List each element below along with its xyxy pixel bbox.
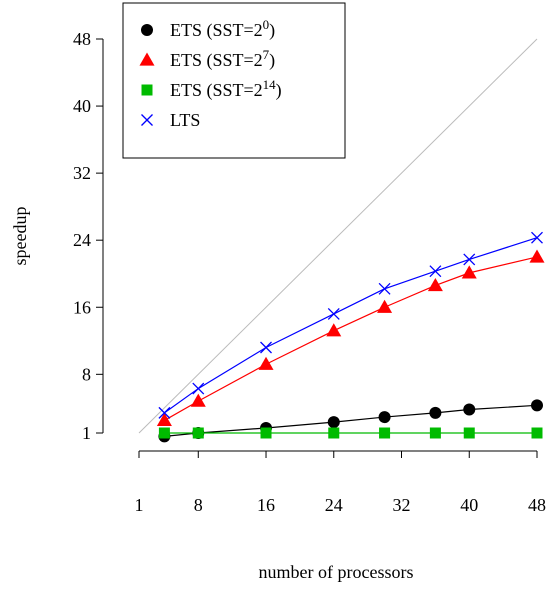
series-1-point-6 — [461, 265, 477, 279]
legend-label-2: ETS (SST=214) — [170, 77, 282, 101]
ideal-speedup-line — [138, 38, 538, 434]
x-tick-label-8: 8 — [194, 495, 203, 515]
y-tick-label-1: 1 — [82, 423, 91, 443]
legend: ETS (SST=20) ETS (SST=27) ETS (SST=214) LTS — [122, 2, 346, 159]
series-line-3 — [164, 237, 538, 414]
x-tick-label-16: 16 — [257, 495, 275, 515]
series-2-point-2 — [260, 427, 272, 439]
series-2-point-0 — [158, 427, 170, 439]
series-0-point-7 — [531, 399, 543, 412]
series-2-point-7 — [531, 427, 543, 439]
series-1-point-1 — [190, 393, 206, 407]
legend-marker-3 — [141, 114, 153, 126]
series-3-point-0 — [158, 406, 171, 419]
series-3-point-6 — [463, 253, 476, 266]
x-tick-label-32: 32 — [393, 495, 411, 515]
series-3-point-1 — [192, 382, 205, 395]
legend-box — [122, 2, 346, 159]
x-tick-label-48: 48 — [528, 495, 546, 515]
series-2-point-4 — [379, 427, 391, 439]
y-tick-label-40: 40 — [73, 96, 91, 116]
series-1-point-3 — [326, 323, 342, 337]
series-line-1 — [164, 256, 538, 421]
series-0-point-6 — [463, 403, 476, 416]
legend-label-0: ETS (SST=20) — [170, 17, 275, 41]
series-3-point-3 — [327, 308, 340, 320]
x-tick-label-1: 1 — [135, 495, 144, 515]
series-1-point-0 — [156, 412, 172, 427]
series-1-point-2 — [258, 356, 274, 370]
legend-marker-2 — [141, 84, 153, 96]
series-3-point-2 — [260, 341, 272, 354]
series-1-point-5 — [427, 277, 443, 292]
legend-label-3: LTS — [170, 110, 200, 130]
series-1-point-7 — [529, 249, 545, 263]
y-tick-label-8: 8 — [82, 364, 91, 384]
series-2-point-3 — [328, 427, 340, 439]
legend-marker-1 — [139, 52, 155, 66]
series-line-0 — [164, 404, 538, 437]
legend-label-1: ETS (SST=27) — [170, 47, 275, 71]
x-tick-label-24: 24 — [325, 495, 343, 515]
y-axis-label: speedup — [10, 207, 30, 266]
y-tick-label-48: 48 — [73, 29, 91, 49]
y-tick-label-24: 24 — [73, 230, 91, 250]
x-tick-label-40: 40 — [460, 495, 478, 515]
series-2-point-5 — [429, 427, 441, 439]
series-3-point-7 — [531, 231, 543, 244]
series-0-point-5 — [429, 406, 442, 419]
axes: 1 8 16 24 32 40 48 1 8 16 24 32 40 48 — [73, 29, 546, 515]
x-axis-label: number of processors — [259, 562, 414, 582]
series-3-point-5 — [429, 265, 442, 278]
y-tick-label-32: 32 — [73, 163, 91, 183]
y-tick-label-16: 16 — [73, 297, 91, 317]
plot-area — [138, 38, 545, 443]
series-3-point-4 — [378, 282, 391, 295]
series-0-point-4 — [378, 411, 391, 424]
series-2-point-6 — [463, 427, 475, 439]
series-2-point-1 — [192, 427, 204, 439]
series-0-point-3 — [327, 416, 340, 429]
legend-marker-0 — [141, 24, 153, 36]
series-1-point-4 — [377, 299, 393, 313]
